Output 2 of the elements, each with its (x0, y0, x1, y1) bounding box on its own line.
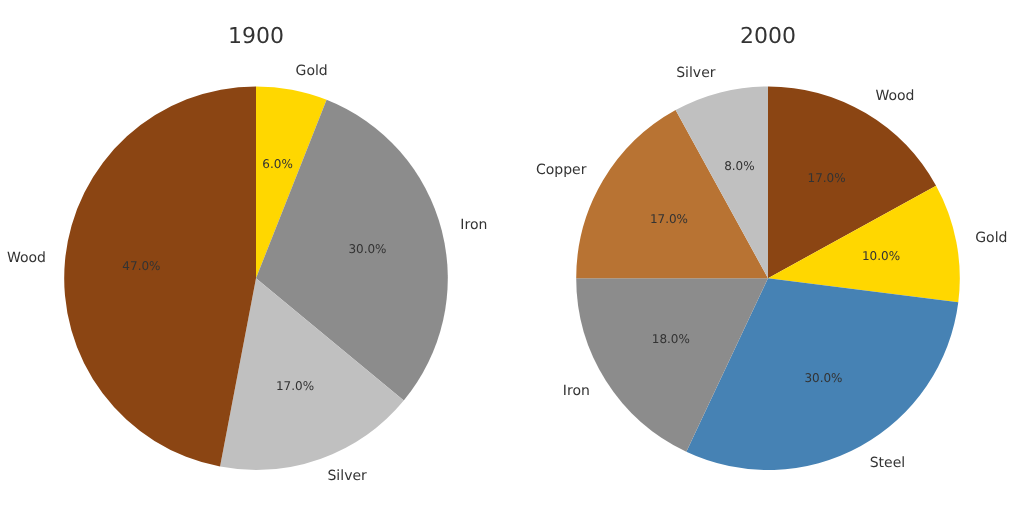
chart-title: 2000 (740, 22, 796, 49)
chart-title: 1900 (228, 22, 284, 49)
